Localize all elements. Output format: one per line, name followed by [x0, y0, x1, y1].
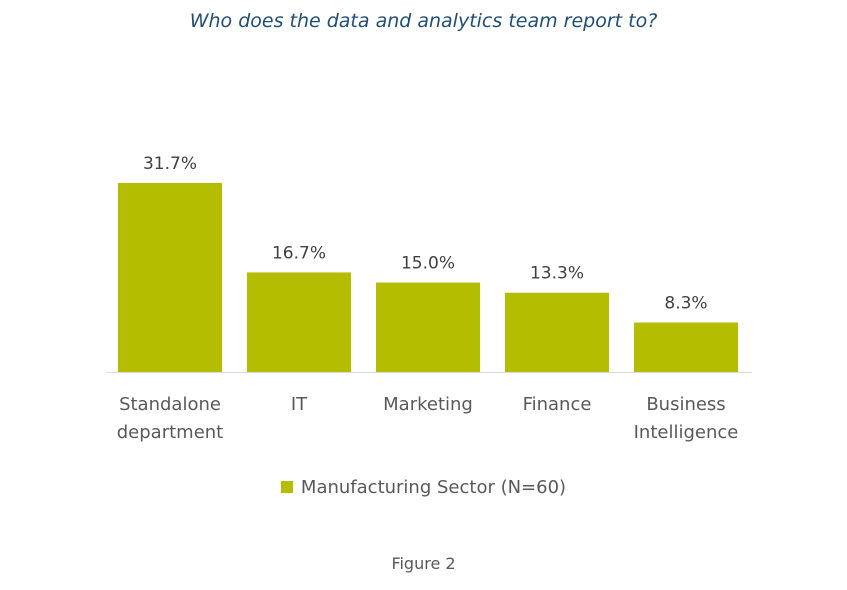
legend: Manufacturing Sector (N=60) [0, 477, 847, 498]
data-label: 31.7% [143, 154, 197, 174]
data-label: 16.7% [272, 243, 326, 263]
category-label: Marketing [383, 394, 473, 415]
category-label: Intelligence [634, 422, 739, 443]
data-label: 8.3% [664, 294, 707, 314]
data-label: 15.0% [401, 254, 455, 274]
category-label: Business [646, 394, 725, 415]
legend-label: Manufacturing Sector (N=60) [300, 477, 567, 498]
category-label: department [117, 422, 224, 443]
category-label: Standalone [119, 394, 221, 415]
bar [634, 322, 738, 372]
category-label: Finance [523, 394, 592, 415]
figure-caption: Figure 2 [391, 554, 456, 573]
chart-title: Who does the data and analytics team rep… [189, 10, 658, 32]
bar [505, 292, 609, 372]
bar [247, 272, 351, 372]
category-label: IT [291, 394, 308, 415]
bar [376, 282, 480, 372]
bar-chart: 31.7% Standalone department 16.7% IT 15.0% Mar… [106, 154, 752, 443]
bar [118, 183, 222, 372]
legend-swatch [280, 481, 293, 493]
data-label: 13.3% [530, 264, 584, 284]
